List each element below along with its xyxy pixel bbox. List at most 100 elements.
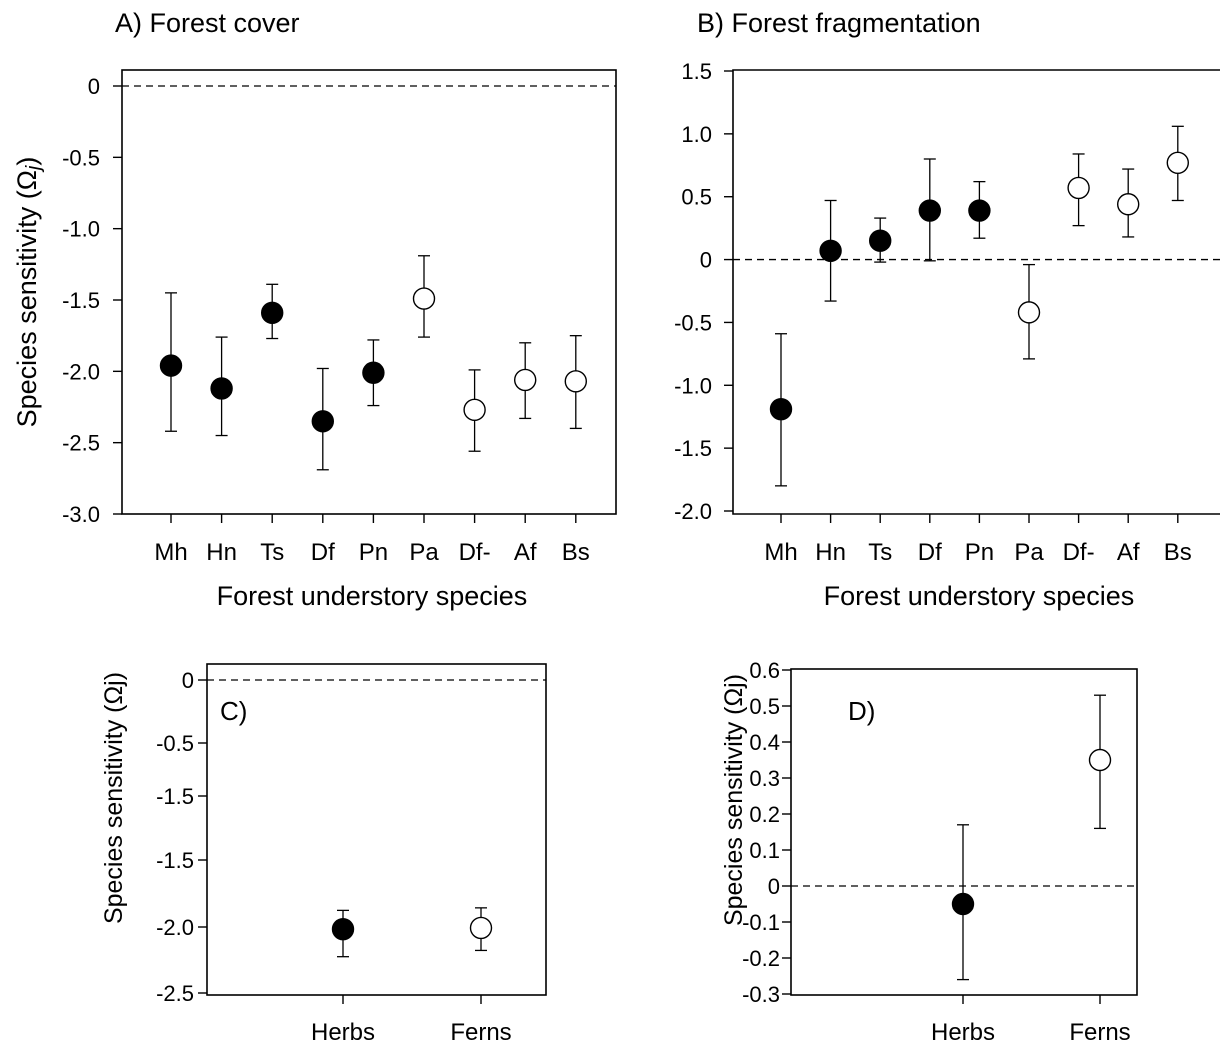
y-tick-label: 0 bbox=[182, 668, 194, 693]
panel-b: 1.5 1.0 0.5 0 -0.5 -1.0 -1.5 -2.0 Mh Hn Ts Df Pn Pa Df… bbox=[674, 8, 1220, 611]
y-tick-label: -1.5 bbox=[156, 848, 194, 873]
x-category-label: Af bbox=[1117, 539, 1140, 566]
data-point-df-minus bbox=[1067, 153, 1090, 227]
y-tick-label: -2.5 bbox=[62, 431, 100, 456]
x-category-label: Herbs bbox=[931, 1019, 995, 1046]
panel-title: B) Forest fragmentation bbox=[697, 8, 981, 38]
y-tick-label: -2.0 bbox=[674, 499, 712, 524]
data-point-df bbox=[918, 158, 941, 262]
y-tick-label: -0.1 bbox=[742, 910, 780, 935]
marker-open bbox=[463, 398, 486, 422]
data-point-ts bbox=[261, 283, 284, 340]
y-tick-label: 0.6 bbox=[749, 658, 780, 683]
y-tick-label: -2.0 bbox=[156, 915, 194, 940]
x-category-label: Df bbox=[918, 539, 942, 566]
y-tick-label: 0.5 bbox=[681, 185, 712, 210]
data-point-pa bbox=[412, 255, 436, 338]
data-point-mh bbox=[769, 333, 793, 487]
marker-filled bbox=[362, 361, 385, 384]
y-tick-label: -0.5 bbox=[674, 310, 712, 335]
x-category-label: Bs bbox=[562, 539, 590, 566]
panel-a: 0 -0.5 -1.0 -1.5 -2.0 -2.5 -3.0 Mh Hn Ts Df Pn Pa Df-… bbox=[12, 8, 617, 611]
y-tick-label: -0.5 bbox=[62, 145, 100, 170]
y-tick-label: 0.1 bbox=[749, 838, 780, 863]
y-tick-label: -2.0 bbox=[62, 359, 100, 384]
y-tick-label: -2.5 bbox=[156, 981, 194, 1006]
x-category-label: Ts bbox=[868, 539, 892, 566]
marker-filled bbox=[210, 377, 233, 400]
marker-filled bbox=[159, 354, 183, 377]
panel-d: 0.6 0.5 0.4 0.3 0.2 0.1 0 -0.1 -0.2 -0.3 Herbs Fern… bbox=[720, 658, 1138, 1046]
panel-title: A) Forest cover bbox=[115, 8, 300, 38]
marker-filled bbox=[951, 892, 975, 916]
x-category-label: Hn bbox=[815, 539, 846, 566]
marker-filled bbox=[819, 239, 842, 262]
data-point-af bbox=[1116, 168, 1140, 238]
y-tick-label: 0.3 bbox=[749, 766, 780, 791]
y-tick-label: 1.5 bbox=[681, 59, 712, 84]
panel-c: 0 -0.5 -1.5 -1.5 -2.0 -2.5 Herbs Ferns C) Species… bbox=[100, 663, 547, 1046]
marker-open bbox=[1067, 176, 1090, 200]
y-tick-label: 0.2 bbox=[749, 802, 780, 827]
y-tick-label: 0.4 bbox=[749, 730, 780, 755]
y-tick-label: -3.0 bbox=[62, 502, 100, 527]
panel-letter: D) bbox=[848, 696, 875, 726]
data-point-af bbox=[514, 342, 537, 420]
x-category-label: Herbs bbox=[311, 1019, 375, 1046]
marker-open bbox=[469, 916, 493, 940]
marker-open bbox=[1017, 301, 1041, 324]
marker-open bbox=[1116, 193, 1140, 216]
data-point-df-minus bbox=[463, 369, 486, 452]
x-category-label: Pn bbox=[965, 539, 994, 566]
data-point-hn bbox=[819, 199, 842, 302]
x-category-label: Ferns bbox=[1069, 1019, 1130, 1046]
plot-frame bbox=[206, 663, 547, 996]
x-category-label: Hn bbox=[206, 539, 237, 566]
y-tick-label: 1.0 bbox=[681, 122, 712, 147]
x-category-label: Pa bbox=[409, 539, 439, 566]
y-axis-title: Species sensitivity (Ωj) bbox=[720, 674, 748, 926]
y-tick-label: 0 bbox=[768, 874, 780, 899]
data-point-ferns bbox=[469, 907, 493, 952]
y-tick-label: 0.5 bbox=[749, 694, 780, 719]
y-tick-label: -0.2 bbox=[742, 946, 780, 971]
marker-filled bbox=[769, 397, 793, 421]
marker-open bbox=[412, 287, 436, 310]
marker-filled bbox=[311, 410, 334, 433]
data-point-df bbox=[311, 367, 334, 471]
plot-frame bbox=[121, 69, 617, 515]
x-category-label: Ts bbox=[260, 539, 284, 566]
data-point-pa bbox=[1017, 263, 1041, 360]
data-point-bs bbox=[1166, 125, 1190, 202]
y-tick-label: -0.5 bbox=[156, 731, 194, 756]
marker-open bbox=[514, 368, 537, 392]
x-category-label: Ferns bbox=[450, 1019, 511, 1046]
data-point-ts bbox=[869, 217, 892, 263]
data-point-pn bbox=[968, 180, 991, 239]
x-category-label: Df- bbox=[1063, 539, 1095, 566]
data-point-mh bbox=[159, 292, 183, 432]
y-tick-label: -1.5 bbox=[674, 436, 712, 461]
marker-open bbox=[1088, 748, 1112, 772]
x-category-label: Af bbox=[514, 539, 537, 566]
x-category-label: Df bbox=[311, 539, 335, 566]
x-category-label: Pa bbox=[1014, 539, 1044, 566]
marker-filled bbox=[869, 229, 892, 252]
y-tick-label: 0 bbox=[700, 248, 712, 273]
data-point-bs bbox=[564, 335, 587, 430]
marker-filled bbox=[331, 917, 355, 941]
x-category-label: Mh bbox=[154, 539, 187, 566]
data-point-ferns bbox=[1088, 694, 1112, 830]
y-tick-label: -0.3 bbox=[742, 982, 780, 1007]
x-axis-title: Forest understory species bbox=[217, 581, 528, 611]
y-tick-label: -1.0 bbox=[62, 217, 100, 242]
x-category-label: Pn bbox=[359, 539, 388, 566]
y-tick-label: -1.5 bbox=[62, 288, 100, 313]
data-point-hn bbox=[210, 336, 233, 437]
data-point-pn bbox=[362, 339, 385, 407]
y-axis-title: Species sensitivity (Ωj) bbox=[12, 157, 45, 428]
panel-letter: C) bbox=[220, 696, 247, 726]
plot-frame bbox=[732, 69, 1220, 515]
marker-open bbox=[564, 370, 587, 393]
